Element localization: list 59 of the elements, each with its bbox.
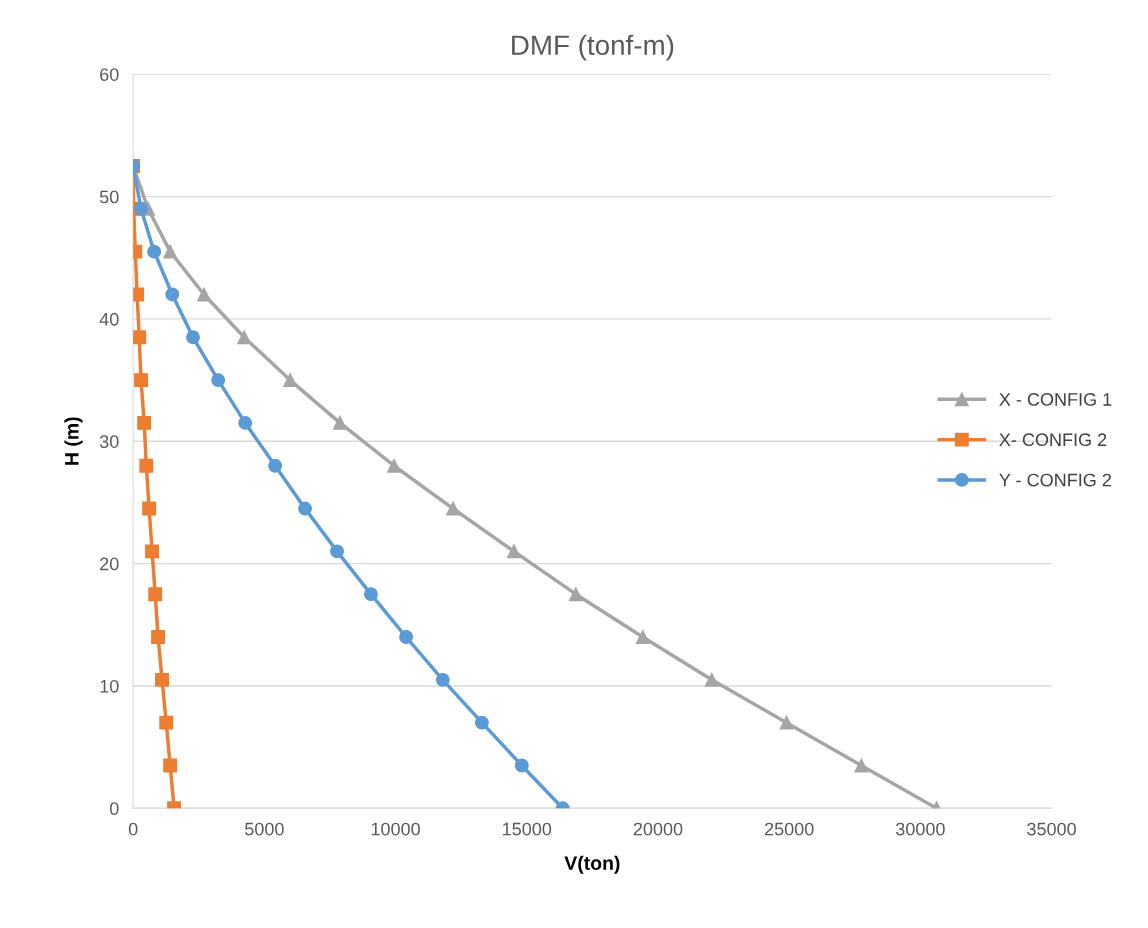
point [165,287,180,302]
point [435,672,450,687]
point [779,715,794,730]
point [186,330,200,345]
x-tick-label: 5000 [245,822,284,836]
point [197,287,211,302]
x-tick-label: 15000 [503,822,552,836]
y-tick-label: 0 [109,802,119,816]
y-tick-label: 20 [100,557,119,571]
point [163,244,178,259]
point [139,458,154,473]
x-tick-label: 35000 [1027,822,1076,836]
point [332,415,347,430]
point [474,715,489,730]
point [134,201,148,216]
point [155,672,169,687]
x-tick-label: 0 [128,822,138,836]
point [147,244,162,259]
legend-label: X - CONFIG 1 [999,393,1112,406]
point [635,630,650,644]
y-tick-label: 30 [99,435,119,448]
legend-label: X- CONFIG 2 [999,433,1107,447]
x-axis-title: V(ton) [564,855,620,874]
point [142,501,157,516]
point [399,630,414,644]
point [133,330,147,345]
y-axis-title: H (m) [64,417,83,465]
point [159,715,174,730]
y-tick-label: 60 [100,68,119,81]
point [363,587,378,602]
x-tick-label: 20000 [633,822,683,836]
point [145,544,160,559]
point [704,672,719,687]
point [506,544,521,559]
point [134,373,148,388]
x-tick-label: 10000 [371,822,420,836]
legend-label: Y - CONFIG 2 [999,473,1111,487]
point [211,373,226,388]
point [268,458,283,473]
y-tick-label: 10 [100,679,119,693]
point [854,758,869,773]
point [163,758,178,773]
chart-title: DMF (tonf-m) [512,34,674,61]
y-tick-label: 40 [99,312,119,326]
point [568,587,583,602]
point [298,501,312,516]
point [237,330,252,345]
point [137,415,152,430]
point [148,587,163,602]
x-tick-label: 25000 [764,822,814,836]
point [387,458,401,473]
point [283,373,298,388]
x-tick-label: 30000 [895,822,945,836]
y-tick-label: 50 [99,190,119,204]
point [446,501,460,516]
point [330,544,344,559]
point [514,758,529,773]
point [151,630,166,644]
point [238,415,253,430]
